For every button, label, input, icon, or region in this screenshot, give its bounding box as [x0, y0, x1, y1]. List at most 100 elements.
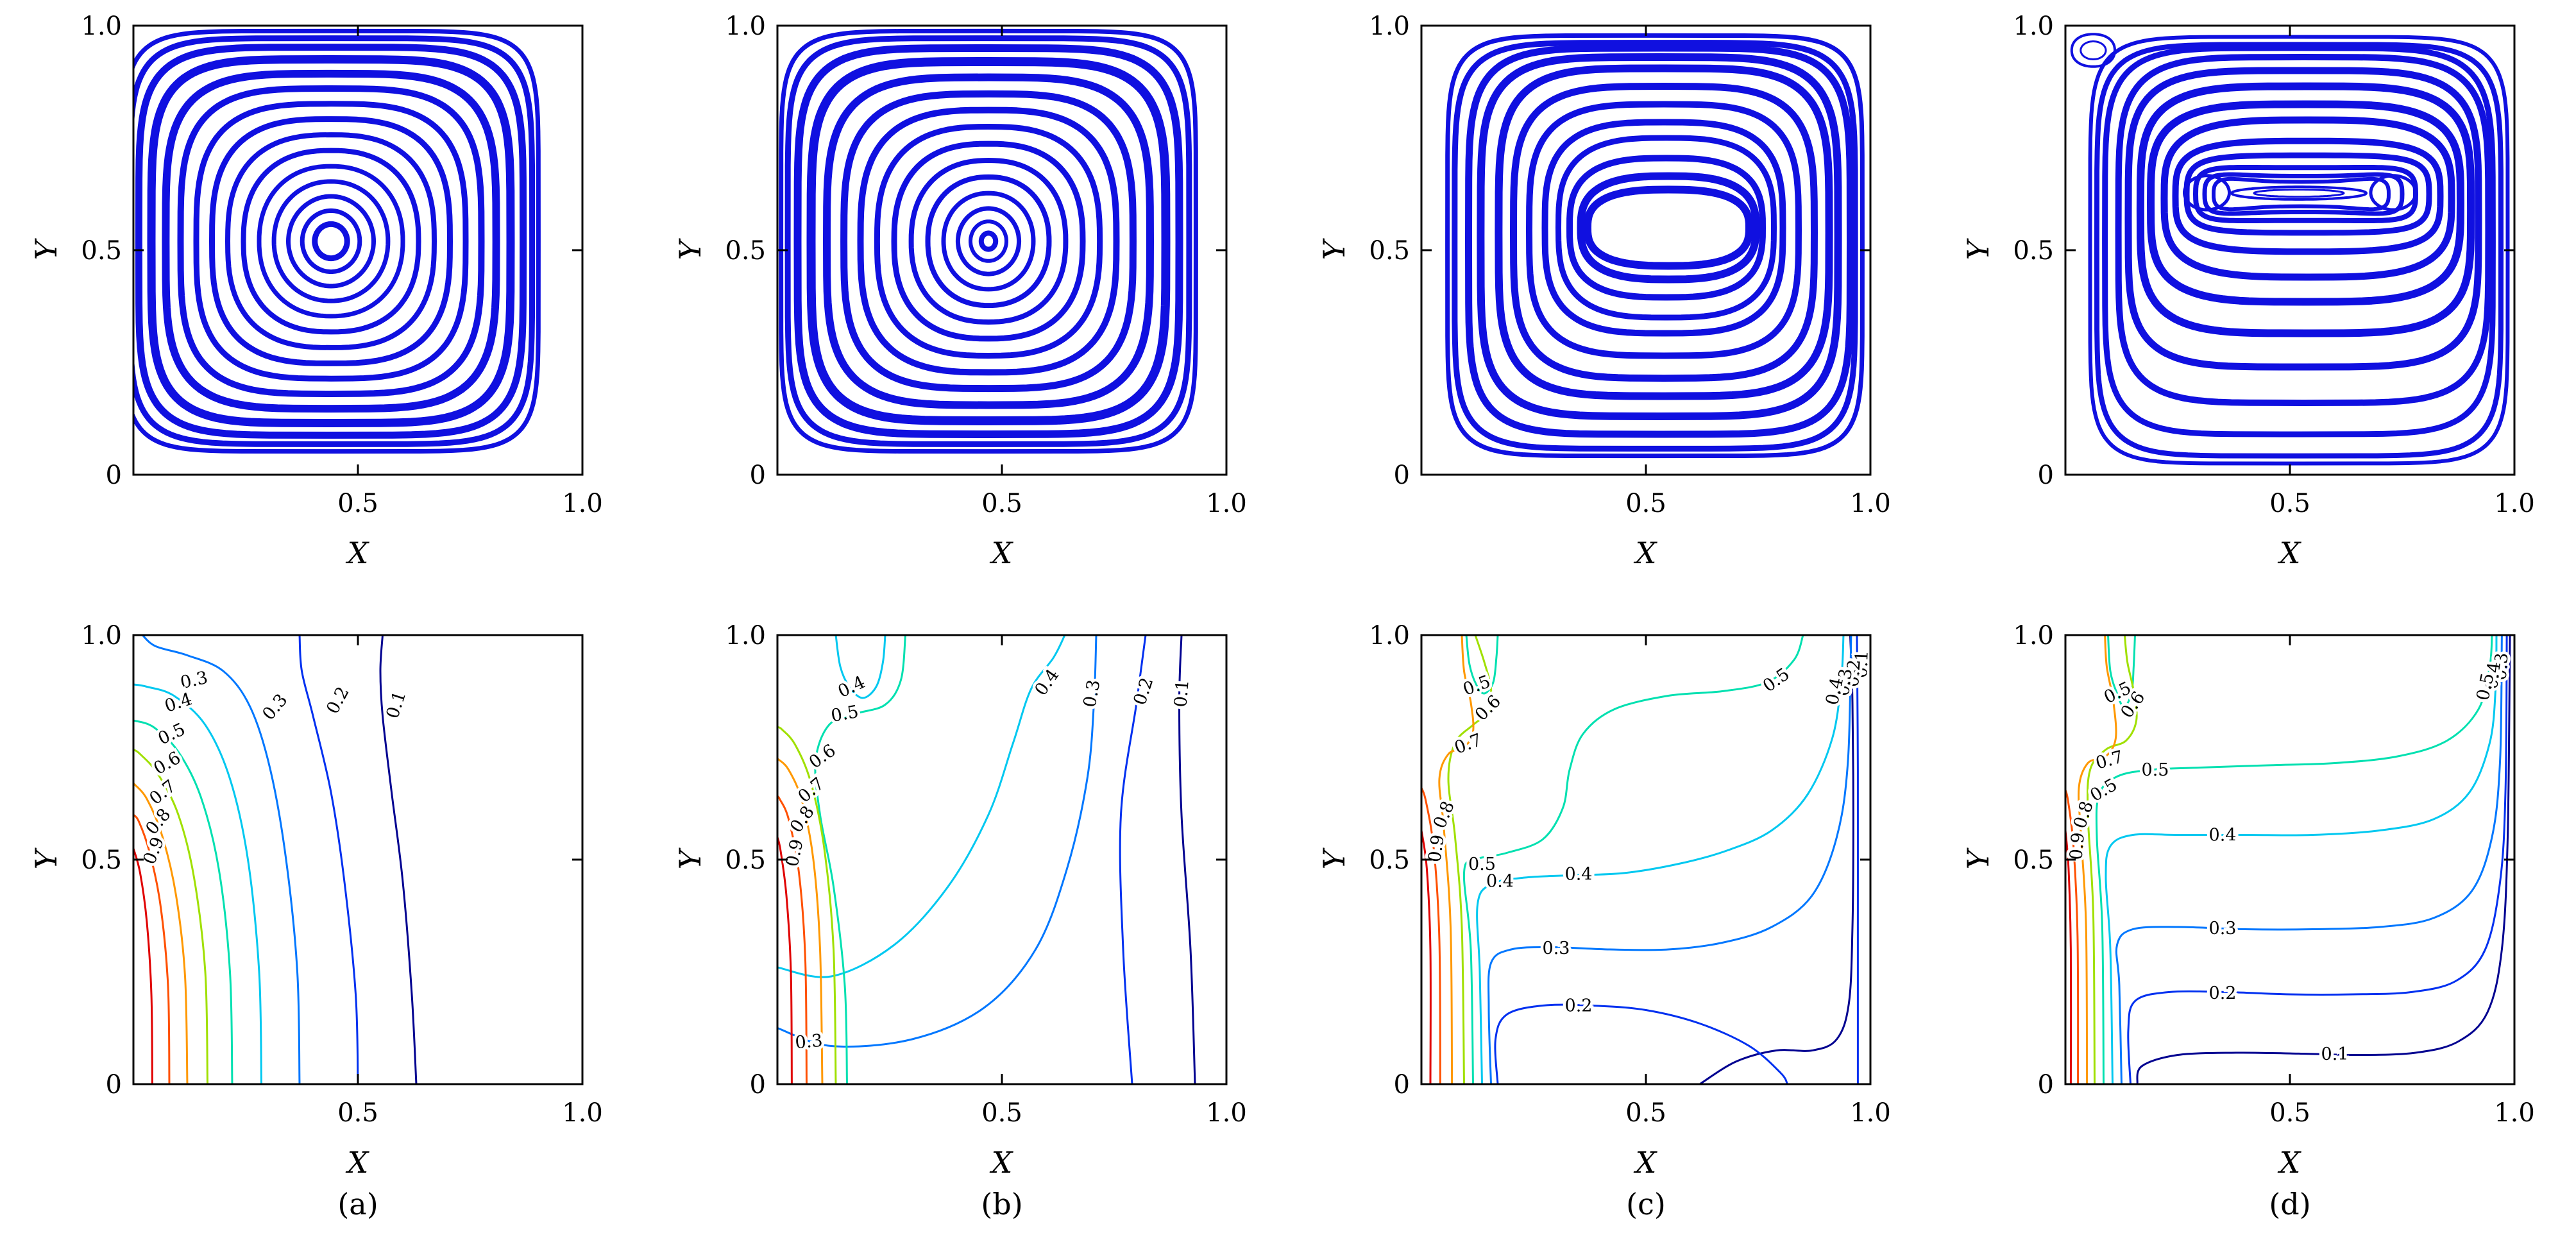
plot-content	[133, 28, 541, 454]
contour-line	[141, 635, 301, 1084]
streamline-loop	[925, 174, 1052, 309]
streamline-loop	[300, 208, 362, 275]
streamline-plot-b: 0.5 1.0 0 0.5 1.0 X Y	[673, 12, 1247, 570]
streamline-loop	[891, 140, 1086, 342]
contour-line	[379, 635, 418, 1084]
contour-line	[133, 749, 208, 1084]
y-axis-title: Y	[1961, 847, 1996, 869]
streamline-loop	[2369, 174, 2418, 212]
contour-label: 0.4	[1565, 864, 1593, 884]
contour-label: 0.2	[1130, 675, 1158, 707]
streamline-loop	[793, 44, 1183, 438]
streamline-loop	[2115, 54, 2492, 406]
y-tick-label: 0.5	[725, 846, 766, 875]
contour-label: 0.5	[2142, 760, 2169, 780]
y-tick-label: 1.0	[2013, 12, 2054, 41]
contour-plot-c: 0.10.20.20.30.30.4 0.40.40.50.50.50.60.70…	[1317, 621, 1891, 1180]
contour-line	[133, 848, 153, 1084]
streamline-loop	[1566, 155, 1766, 301]
y-tick-label: 0	[1394, 1070, 1410, 1100]
caption-d: (d)	[2269, 1187, 2311, 1221]
streamline-loop	[1577, 172, 1760, 284]
caption-a: (a)	[337, 1187, 378, 1221]
contour-label: 0.7	[794, 774, 828, 806]
contour-label: 0.4	[2482, 661, 2505, 690]
y-tick-label: 0	[2038, 461, 2054, 490]
y-axis-title: Y	[1317, 237, 1352, 260]
contour-line	[2087, 635, 2138, 1084]
contour-line	[835, 635, 886, 699]
y-tick-label: 1.0	[1369, 12, 1410, 41]
contour-label: 0.1	[1851, 650, 1872, 679]
contour-line	[2065, 830, 2072, 1084]
contour-label: 0.5	[155, 719, 189, 749]
streamline-loop	[2212, 176, 2391, 212]
streamline-loop	[209, 116, 453, 366]
plot-content	[779, 28, 1198, 454]
contour-line	[1119, 635, 1147, 1084]
contour-line	[2065, 790, 2080, 1084]
panel-isotherms-a: 0.1 0.2 0.3 0.3 0.4 0.5 0.6 0.7 0.8 0.9 0.5 1.0 0 0.5…	[19, 616, 663, 1180]
y-tick-label: 0.5	[2013, 236, 2054, 266]
plot-content: 0.10.20.20.30.30.4 0.40.40.50.50.50.60.70…	[1421, 635, 1872, 1084]
contour-label: 0.3	[1080, 678, 1104, 709]
contour-label: 0.3	[2209, 919, 2237, 939]
plot-frame	[132, 634, 584, 1085]
contour-label: 0.1	[383, 688, 411, 720]
contour-plot-a: 0.10.20.30.30.40.50.60.70.80.90.5 1.000.5…	[29, 621, 603, 1180]
streamline-plot-a: 0.5 1.0 0 0.5 1.0 X Y	[29, 12, 603, 570]
y-tick-label: 1.0	[2013, 621, 2054, 650]
streamline-loop	[1541, 119, 1786, 337]
x-tick-label: 1.0	[2494, 1098, 2535, 1128]
streamline-loop	[2160, 116, 2455, 281]
contour-line	[1465, 635, 1499, 695]
plot-content	[1445, 33, 1865, 459]
plot-frame	[776, 24, 1228, 476]
y-tick-label: 0.5	[81, 236, 122, 266]
contour-line	[2105, 635, 2498, 1084]
contour-label: 0.8	[2070, 799, 2097, 831]
contour-label: 0.3	[178, 668, 209, 693]
x-tick-label: 1.0	[1206, 1098, 1247, 1128]
x-axis-title: X	[1634, 1145, 1658, 1180]
contour-plot-d: 0.10.20.30.30.40.40.50.50.50.50.60.70.80…	[1961, 621, 2535, 1180]
contour-line	[1487, 635, 1852, 1084]
contour-label: 0.5	[1468, 854, 1496, 874]
streamline-loop	[784, 35, 1192, 447]
streamline-loop	[857, 106, 1120, 376]
contour-line	[777, 635, 1097, 1048]
contour-line	[133, 813, 171, 1084]
contour-label: 0.4	[2209, 826, 2237, 846]
contour-label: 0.9	[2066, 831, 2089, 860]
streamline-loop	[2230, 185, 2368, 201]
x-axis-title: X	[990, 1145, 1014, 1180]
contour-label: 0.4	[1486, 872, 1514, 892]
streamline-loop	[1510, 83, 1818, 382]
streamline-loop	[2253, 189, 2345, 198]
contour-label: 0.2	[1843, 659, 1865, 688]
contour-label: 0.1	[1171, 679, 1193, 708]
streamline-loop	[312, 221, 350, 262]
contour-line	[298, 635, 359, 1084]
contour-line	[2078, 635, 2117, 1084]
streamline-loop	[2202, 172, 2405, 216]
streamline-loop	[941, 191, 1036, 292]
plot-frame	[1420, 634, 1872, 1085]
contour-label: 0.1	[2321, 1044, 2349, 1064]
plot-content: 0.10.20.30.30.40.40.50.60.70.80.9	[777, 635, 1196, 1084]
streamline-loop	[2080, 40, 2107, 60]
y-axis-title: Y	[673, 237, 708, 260]
panel-streamlines-a: 0.5 1.0 0 0.5 1.0 X Y	[19, 6, 663, 571]
caption-c: (c)	[1626, 1187, 1666, 1221]
streamline-loop	[162, 69, 500, 413]
streamline-loop	[2070, 33, 2116, 68]
plot-frame	[1420, 24, 1872, 476]
streamline-loop	[1526, 101, 1802, 359]
contour-label: 0.6	[806, 740, 840, 772]
x-tick-label: 1.0	[562, 1098, 603, 1128]
streamline-loop	[779, 28, 1198, 454]
y-axis-title: Y	[1961, 237, 1996, 260]
plot-frame	[776, 634, 1228, 1085]
y-tick-label: 0	[106, 1070, 122, 1100]
